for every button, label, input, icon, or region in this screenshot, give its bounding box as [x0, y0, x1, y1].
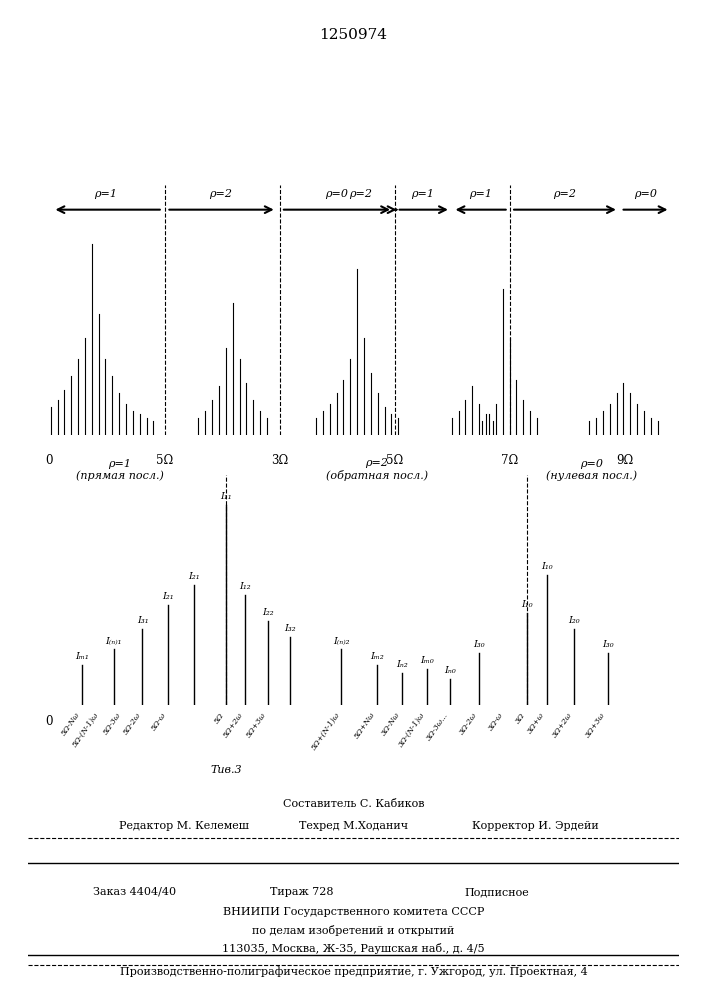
- Text: I₁₀: I₁₀: [541, 562, 552, 571]
- Text: Iₘ₀: Iₘ₀: [420, 656, 433, 665]
- Text: ρ=1: ρ=1: [469, 189, 492, 199]
- Text: ρ=0
(нулевая посл.): ρ=0 (нулевая посл.): [546, 459, 637, 481]
- Text: ρ=1: ρ=1: [94, 189, 117, 199]
- Text: 3Ω+3ω: 3Ω+3ω: [585, 711, 607, 739]
- Text: ρ=2: ρ=2: [553, 189, 576, 199]
- Text: 3Ω+2ω: 3Ω+2ω: [551, 711, 574, 739]
- Text: I₂₁: I₂₁: [163, 592, 174, 601]
- Text: Iₘ₂: Iₘ₂: [370, 652, 383, 661]
- Text: Iₙ₀: Iₙ₀: [445, 666, 456, 675]
- Text: 3Ω+ω: 3Ω+ω: [526, 711, 547, 735]
- Text: 9Ω: 9Ω: [617, 454, 633, 467]
- Text: 5Ω: 5Ω: [386, 454, 404, 467]
- Text: по делам изобретений и открытий: по делам изобретений и открытий: [252, 924, 455, 936]
- Text: ρ=2: ρ=2: [349, 189, 372, 199]
- Text: I₁₂: I₁₂: [239, 582, 251, 591]
- Text: I₃₀: I₃₀: [474, 640, 485, 649]
- Text: ρ=2: ρ=2: [209, 189, 232, 199]
- Text: ρ=1: ρ=1: [411, 189, 434, 199]
- Text: 5Ω+2ω: 5Ω+2ω: [222, 711, 245, 739]
- Text: 5Ω-Nω: 5Ω-Nω: [59, 711, 81, 738]
- Text: 1250974: 1250974: [320, 28, 387, 42]
- Text: ВНИИПИ Государственного комитета СССР: ВНИИПИ Государственного комитета СССР: [223, 907, 484, 917]
- Text: ρ=2
(обратная посл.): ρ=2 (обратная посл.): [325, 458, 428, 481]
- Text: I₁₁: I₁₁: [220, 492, 232, 501]
- Text: ρ=1
(прямая посл.): ρ=1 (прямая посл.): [76, 459, 164, 481]
- Text: ρ=0: ρ=0: [325, 189, 349, 199]
- Text: 3Ω-Nω: 3Ω-Nω: [380, 711, 402, 738]
- Text: 5Ω+(N-1)ω: 5Ω+(N-1)ω: [310, 711, 341, 752]
- Text: 0: 0: [46, 715, 53, 728]
- Text: I₃₀: I₃₀: [602, 640, 613, 649]
- Text: I₍ₙ₎₂: I₍ₙ₎₂: [333, 636, 349, 645]
- Text: 113035, Москва, Ж-35, Раушская наб., д. 4/5: 113035, Москва, Ж-35, Раушская наб., д. …: [222, 942, 485, 954]
- Text: 5Ω-(N-1)ω: 5Ω-(N-1)ω: [71, 711, 101, 749]
- Text: I₃₁: I₃₁: [136, 616, 148, 625]
- Text: Корректор И. Эрдейи: Корректор И. Эрдейи: [472, 821, 599, 831]
- Text: Техред М.Ходанич: Техред М.Ходанич: [299, 821, 408, 831]
- Text: 5Ω-3ω: 5Ω-3ω: [103, 711, 123, 736]
- Text: 5Ω: 5Ω: [213, 711, 226, 725]
- Text: Iₙ₂: Iₙ₂: [397, 660, 408, 669]
- Text: Редактор М. Келемеш: Редактор М. Келемеш: [119, 821, 250, 831]
- Text: I₃₂: I₃₂: [284, 624, 296, 633]
- Text: 5Ω: 5Ω: [156, 454, 173, 467]
- Text: 3Ω-2ω: 3Ω-2ω: [458, 711, 479, 736]
- Text: 3Ω-3ω...: 3Ω-3ω...: [426, 711, 450, 742]
- Text: Iₘ₁: Iₘ₁: [75, 652, 88, 661]
- Text: Заказ 4404/40: Заказ 4404/40: [93, 887, 177, 897]
- Text: 0: 0: [46, 454, 53, 467]
- Text: I₂₁: I₂₁: [188, 572, 199, 581]
- Text: 5Ω-2ω: 5Ω-2ω: [122, 711, 143, 736]
- Text: I₁₀: I₁₀: [522, 600, 533, 609]
- Text: 5Ω-ω: 5Ω-ω: [150, 711, 168, 732]
- Text: 3Ω-ω: 3Ω-ω: [487, 711, 505, 732]
- Text: Тираж 728: Тираж 728: [269, 887, 333, 897]
- Text: I₂₀: I₂₀: [568, 616, 580, 625]
- Text: 3Ω: 3Ω: [514, 711, 527, 725]
- Text: ρ=0: ρ=0: [634, 189, 657, 199]
- Text: 5Ω+3ω: 5Ω+3ω: [245, 711, 267, 739]
- Text: I₍ₙ₎₁: I₍ₙ₎₁: [105, 636, 122, 645]
- Text: Τив.3: Τив.3: [210, 765, 242, 775]
- Text: 5Ω+Nω: 5Ω+Nω: [353, 711, 377, 741]
- Text: 7Ω: 7Ω: [501, 454, 518, 467]
- Text: Подписное: Подписное: [464, 887, 529, 897]
- Text: Производственно-полиграфическое предприятие, г. Ужгород, ул. Проектная, 4: Производственно-полиграфическое предприя…: [119, 967, 588, 977]
- Text: 3Ω: 3Ω: [271, 454, 288, 467]
- Text: Составитель С. Кабиков: Составитель С. Кабиков: [283, 799, 424, 809]
- Text: 3Ω-(N-1)ω: 3Ω-(N-1)ω: [397, 711, 426, 749]
- Text: I₂₂: I₂₂: [262, 608, 274, 617]
